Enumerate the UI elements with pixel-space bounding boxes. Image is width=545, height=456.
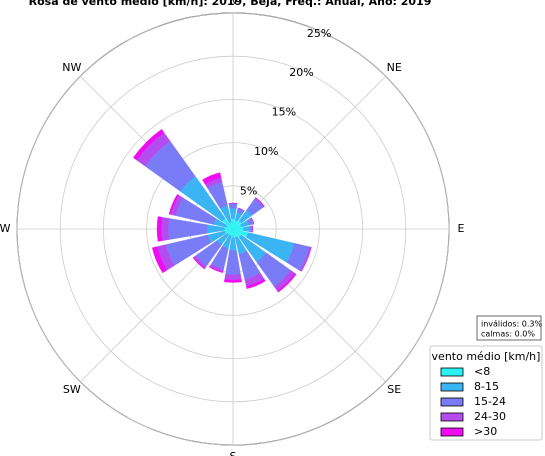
grid-ring [146, 142, 320, 316]
bar-segment [224, 279, 242, 283]
legend-label: >30 [474, 425, 497, 438]
legend-swatch [440, 397, 464, 407]
bar-segment [276, 272, 297, 293]
annotation: calmas: 0.0% [481, 330, 535, 339]
bar-segment [202, 172, 222, 185]
bar-segment [225, 250, 241, 275]
r-tick-label: 20% [289, 66, 313, 79]
direction-label: NW [62, 61, 81, 74]
bar-segment [192, 256, 206, 270]
legend-label: 24-30 [474, 410, 506, 423]
bar-segment [156, 216, 163, 242]
bar-segment [168, 194, 179, 215]
direction-label: W [0, 222, 11, 235]
legend-swatch [440, 412, 464, 422]
bar-segment [237, 207, 245, 211]
legend-title: vento médio [km/h] [432, 350, 541, 363]
bar-segment [132, 128, 165, 161]
legend-swatch [440, 367, 464, 377]
bar-segment [243, 225, 251, 233]
legend-label: <8 [474, 365, 490, 378]
direction-label: SE [387, 383, 401, 396]
direction-label: E [458, 222, 465, 235]
bar-segment [152, 246, 168, 274]
direction-label: S [230, 450, 237, 456]
bar-segment [249, 225, 254, 233]
direction-label: N [229, 0, 237, 7]
direction-label: NE [387, 61, 402, 74]
bar-segment [161, 217, 170, 241]
r-tick-label: 5% [240, 185, 257, 198]
bar-segment [224, 273, 242, 281]
legend-swatch [440, 427, 464, 437]
legend-label: 8-15 [474, 380, 499, 393]
bar-segment [246, 278, 266, 289]
annotation-box [476, 315, 542, 341]
r-tick-label: 10% [254, 145, 278, 158]
grid-ring [16, 12, 450, 446]
direction-label: SW [63, 383, 81, 396]
grid-ring [59, 55, 407, 403]
annotation: inválidos: 0.3% [481, 320, 542, 329]
grid-ring [102, 98, 364, 360]
r-tick-label: 15% [272, 106, 296, 119]
bar-segment [209, 266, 224, 273]
r-tick-label: 25% [307, 27, 331, 40]
bar-segment [229, 208, 237, 219]
bar-segment [228, 202, 238, 209]
legend-swatch [440, 382, 464, 392]
legend-label: 15-24 [474, 395, 506, 408]
chart-title: Rosa de vento médio [km/h]: 2019, Beja, … [29, 0, 432, 8]
